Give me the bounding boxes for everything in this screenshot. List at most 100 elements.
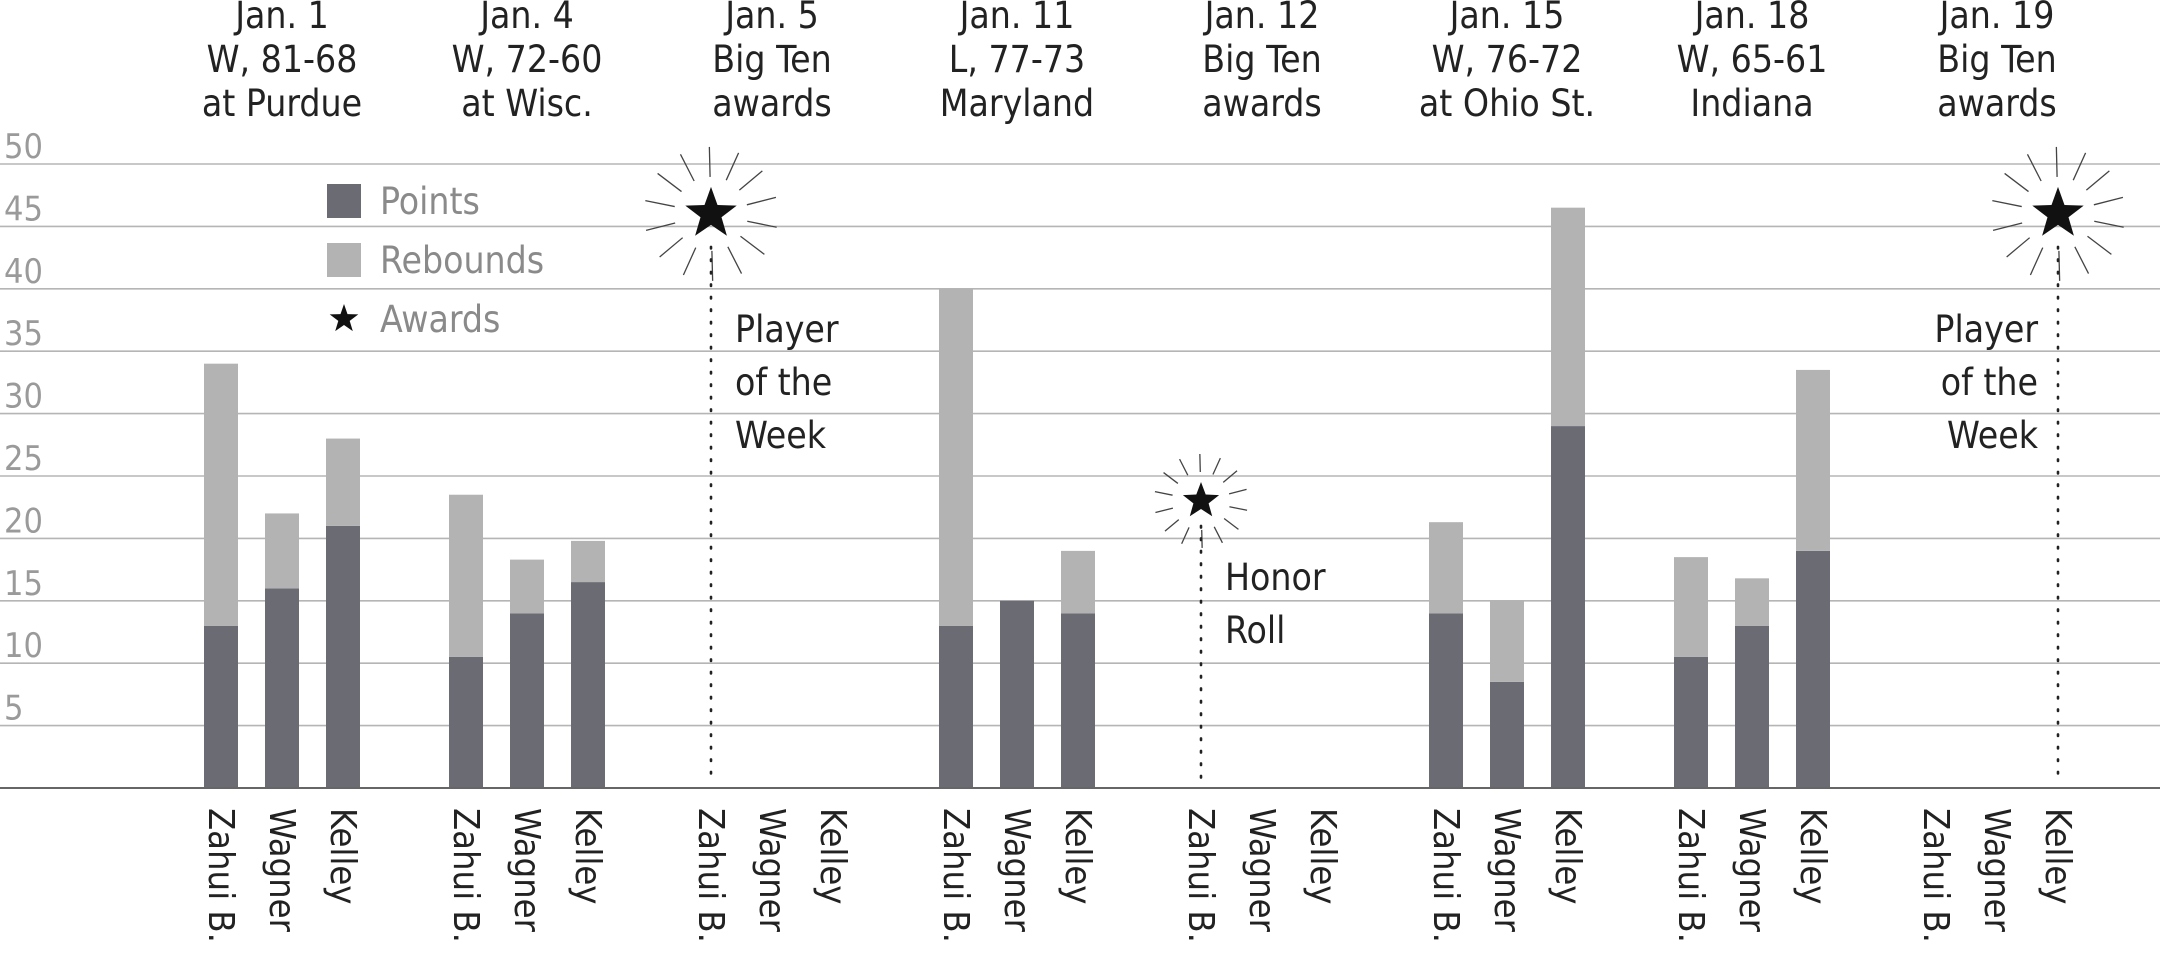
award-burst-line-2-1 (740, 235, 765, 255)
bars (204, 207, 1830, 788)
game-header-5: Jan. 15 W, 76-72 at Ohio St. (1419, 0, 1595, 125)
award-burst-line-4-4 (1181, 527, 1190, 545)
player-label-2-1: Wagner (751, 808, 792, 933)
player-label-2-2: Kelley (812, 808, 853, 904)
game-header-2: Jan. 5 Big Ten awards (712, 0, 832, 125)
award-burst-line-2-11 (725, 152, 740, 181)
points-bar-3-1 (1000, 600, 1034, 788)
player-label-5-0: Zahui B. (1425, 808, 1466, 943)
rebounds-bar-0-1 (265, 513, 299, 589)
game-header-line-3-0: Jan. 11 (958, 0, 1075, 37)
award-burst-line-2-3 (711, 250, 714, 281)
player-label-4-1: Wagner (1241, 808, 1282, 933)
player-label-5-2: Kelley (1547, 808, 1588, 904)
player-label-2-0: Zahui B. (690, 808, 731, 943)
player-label-4-0: Zahui B. (1180, 808, 1221, 943)
award-label-4: Honor Roll (1225, 556, 1326, 652)
y-tick-label-10: 10 (4, 626, 43, 666)
points-bar-5-2 (1551, 426, 1585, 788)
rebounds-bar-5-2 (1551, 207, 1585, 427)
game-header-line-4-2: awards (1202, 82, 1322, 125)
rebounds-bar-0-0 (204, 363, 238, 626)
rebounds-bar-6-1 (1735, 578, 1769, 626)
game-header-line-5-0: Jan. 15 (1448, 0, 1565, 37)
game-header-line-6-1: W, 65-61 (1677, 38, 1828, 81)
points-bar-5-1 (1490, 681, 1524, 788)
award-burst-line-7-10 (2055, 146, 2058, 177)
rebounds-bar-1-0 (449, 494, 483, 657)
rebounds-bar-3-2 (1061, 550, 1095, 614)
award-label-line-2-0: Player (735, 308, 839, 351)
award-burst-line-2-13 (746, 196, 777, 206)
award-burst-line-7-9 (2026, 153, 2042, 182)
award-burst-line-4-11 (1212, 457, 1221, 475)
legend: Points Rebounds Awards (327, 180, 544, 341)
award-star-2 (685, 186, 737, 236)
award-label-line-4-0: Honor (1225, 556, 1326, 599)
award-label-line-2-1: of the (735, 361, 832, 404)
game-header-4: Jan. 12 Big Ten awards (1202, 0, 1322, 125)
award-label-line-7-0: Player (1934, 308, 2038, 351)
player-label-7-1: Wagner (1976, 808, 2017, 933)
points-bar-6-1 (1735, 625, 1769, 788)
award-burst-line-7-11 (2072, 152, 2087, 181)
award-label-line-4-1: Roll (1225, 609, 1285, 652)
points-bar-3-2 (1061, 613, 1095, 788)
award-label-7: Player of the Week (1934, 308, 2038, 457)
player-label-5-1: Wagner (1486, 808, 1527, 933)
award-burst-line-2-10 (708, 146, 711, 177)
points-bar-6-0 (1674, 656, 1708, 788)
game-header-line-0-1: W, 81-68 (207, 38, 358, 81)
game-header-0: Jan. 1 W, 81-68 at Purdue (202, 0, 362, 125)
award-burst-line-2-7 (645, 199, 675, 208)
player-label-1-2: Kelley (567, 808, 608, 904)
points-bar-0-2 (326, 525, 360, 788)
game-header-6: Jan. 18 W, 65-61 Indiana (1677, 0, 1828, 125)
award-burst-line-2-5 (659, 237, 684, 258)
award-burst-line-7-13 (2093, 196, 2124, 206)
points-bar-3-0 (939, 625, 973, 788)
player-label-1-1: Wagner (506, 808, 547, 933)
award-burst-line-4-13 (1228, 488, 1247, 495)
award-burst-line-4-6 (1155, 507, 1174, 514)
y-axis-ticks: 5 10 15 20 25 30 35 40 45 50 (4, 127, 43, 729)
y-tick-label-30: 30 (4, 377, 43, 417)
game-header-line-7-2: awards (1937, 82, 2057, 125)
game-header-line-5-1: W, 76-72 (1432, 38, 1583, 81)
points-bar-1-1 (510, 613, 544, 788)
game-header-line-4-1: Big Ten (1202, 38, 1321, 81)
award-burst-line-7-7 (1992, 199, 2022, 208)
award-burst-line-7-6 (1992, 222, 2023, 232)
award-burst-line-4-2 (1213, 526, 1223, 544)
award-burst-line-4-7 (1154, 490, 1173, 496)
player-label-0-2: Kelley (322, 808, 363, 904)
award-burst-line-4-9 (1179, 458, 1189, 476)
y-tick-label-5: 5 (4, 689, 23, 729)
player-label-0-0: Zahui B. (200, 808, 241, 943)
game-header-line-1-2: at Wisc. (461, 82, 593, 125)
game-header-line-2-1: Big Ten (712, 38, 831, 81)
game-header-line-6-2: Indiana (1690, 82, 1813, 125)
points-bar-5-0 (1429, 613, 1463, 788)
player-label-6-1: Wagner (1731, 808, 1772, 933)
award-markers: Player of the Week Honor Roll Player of the Wee… (645, 146, 2124, 786)
player-label-1-0: Zahui B. (445, 808, 486, 943)
points-bar-1-0 (449, 656, 483, 788)
rebounds-bar-3-0 (939, 288, 973, 626)
award-burst-line-4-0 (1229, 506, 1248, 511)
player-label-7-2: Kelley (2037, 808, 2078, 904)
y-tick-label-25: 25 (4, 439, 43, 479)
points-bar-6-2 (1796, 550, 1830, 788)
rebounds-bar-1-2 (571, 540, 605, 583)
award-burst-line-2-6 (645, 222, 676, 232)
award-burst-line-7-8 (2004, 172, 2029, 193)
award-burst-line-7-1 (2087, 235, 2112, 255)
game-header-line-2-2: awards (712, 82, 832, 125)
game-header-line-0-0: Jan. 1 (233, 0, 329, 37)
player-label-6-0: Zahui B. (1670, 808, 1711, 943)
award-burst-line-4-8 (1163, 472, 1179, 484)
legend-star-icon (329, 304, 359, 332)
award-label-line-7-2: Week (1947, 414, 2039, 457)
y-tick-label-15: 15 (4, 564, 43, 604)
